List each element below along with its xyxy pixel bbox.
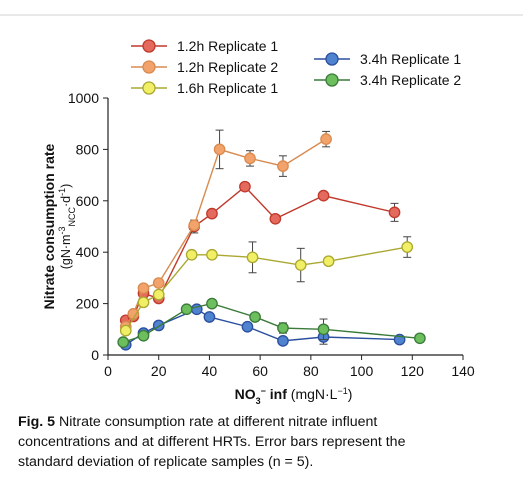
data-point [185, 248, 198, 261]
x-tick-label: 80 [303, 363, 319, 379]
y-tick-label: 400 [76, 244, 100, 260]
data-point [206, 248, 218, 261]
legend-marker [325, 73, 339, 87]
series-line [125, 308, 400, 346]
axes: 0 200 400 600 800 1000 0 20 40 60 80 100 120 140 Nitra… [41, 90, 475, 405]
x-title-part: −1 [337, 386, 347, 396]
data-point [269, 212, 282, 225]
series-line [123, 302, 420, 343]
data-point [206, 297, 218, 310]
legend-label: 3.4h Replicate 1 [360, 51, 461, 67]
x-tick-label: 0 [104, 363, 112, 379]
x-axis-title: NO3− inf (mgN·L−1) [235, 386, 353, 405]
header-band [0, 0, 523, 12]
data-point [414, 332, 426, 345]
data-point [249, 311, 261, 323]
data-point [388, 206, 401, 219]
chart-marks [117, 129, 426, 351]
legend-label: 3.4h Replicate 2 [360, 72, 461, 88]
x-tick-label: 60 [252, 363, 268, 379]
data-point [180, 303, 193, 316]
data-point [203, 311, 216, 323]
caption-line-1: Fig. 5 Nitrate consumption rate at diffe… [18, 412, 504, 432]
legend-label: 1.2h Replicate 1 [177, 38, 278, 54]
data-point [137, 282, 150, 295]
figure-caption: Fig. 5 Nitrate consumption rate at diffe… [18, 412, 504, 472]
series-3 [119, 303, 406, 351]
data-point [213, 143, 226, 156]
series-line [125, 246, 408, 331]
data-point [277, 322, 289, 334]
x-title-part: (mgN·L [291, 386, 338, 402]
caption-line-2: concentrations and at different HRTs. Er… [18, 434, 406, 450]
data-point [294, 259, 307, 271]
legend-marker [142, 81, 156, 95]
series-1 [119, 129, 332, 333]
y-units-part: NCC [67, 207, 77, 227]
y-units-part: -3 [57, 227, 67, 235]
legend-label: 1.6h Replicate 1 [177, 80, 278, 96]
legend-item: 1.6h Replicate 1 [131, 80, 278, 96]
data-point [277, 160, 289, 172]
y-units-part: (gN·m [59, 235, 73, 270]
legend-item: 1.2h Replicate 2 [131, 59, 278, 75]
series-4 [117, 297, 426, 348]
x-tick-label: 40 [202, 363, 218, 379]
data-point [119, 324, 132, 337]
y-tick-label: 200 [76, 296, 100, 312]
series-2 [119, 236, 414, 337]
caption-line-3: standard deviation of replicate samples … [18, 454, 314, 470]
x-tick-label: 120 [401, 363, 425, 379]
data-point [137, 296, 150, 309]
legend-label: 1.2h Replicate 2 [177, 59, 278, 75]
y-axis-units: (gN·m-3NCC·d-1) [57, 184, 77, 270]
x-title-part: − [261, 386, 266, 396]
data-point [206, 207, 218, 220]
legend: 1.2h Replicate 1 1.2h Replicate 2 1.6h Rep… [131, 38, 461, 96]
header-divider [0, 14, 523, 16]
legend-marker [142, 60, 156, 74]
data-point [152, 288, 165, 301]
y-units-part: -1 [57, 188, 67, 196]
y-tick-label: 1000 [68, 90, 99, 106]
data-point [152, 277, 165, 289]
y-axis-title: Nitrate consumption rate [41, 143, 57, 309]
data-point [317, 323, 330, 336]
nitrate-consumption-chart: 0 200 400 600 800 1000 0 20 40 60 80 100 120 140 Nitra… [41, 38, 475, 405]
y-units-part: ) [59, 184, 73, 188]
legend-item: 3.4h Replicate 1 [314, 51, 461, 67]
data-point [322, 255, 335, 268]
data-point [317, 189, 330, 202]
legend-item: 3.4h Replicate 2 [314, 72, 461, 88]
data-point [137, 329, 150, 342]
data-point [244, 152, 256, 165]
y-tick-label: 800 [76, 141, 100, 157]
series-line [125, 185, 395, 321]
data-point [401, 241, 414, 253]
data-point [320, 133, 332, 145]
data-point [117, 336, 130, 348]
x-title-part: ) [348, 386, 353, 402]
x-title-part: 3 [256, 396, 261, 405]
caption-label: Fig. 5 [18, 414, 56, 430]
x-title-part: inf [266, 386, 291, 402]
legend-marker [142, 39, 156, 53]
y-units-part: ·d [59, 196, 73, 207]
data-point [277, 335, 289, 347]
data-point [239, 180, 251, 193]
x-tick-label: 20 [151, 363, 167, 379]
legend-item: 1.2h Replicate 1 [131, 38, 278, 54]
x-tick-label: 140 [451, 363, 475, 379]
data-point [241, 320, 254, 333]
x-title-part: NO [235, 386, 256, 402]
data-point [246, 251, 259, 264]
y-tick-label: 0 [91, 347, 99, 363]
series-0 [119, 180, 401, 327]
caption-text-1: Nitrate consumption rate at different ni… [59, 414, 378, 430]
y-tick-label: 600 [76, 193, 100, 209]
legend-marker [325, 52, 339, 66]
data-point [188, 219, 201, 232]
x-tick-label: 100 [350, 363, 374, 379]
